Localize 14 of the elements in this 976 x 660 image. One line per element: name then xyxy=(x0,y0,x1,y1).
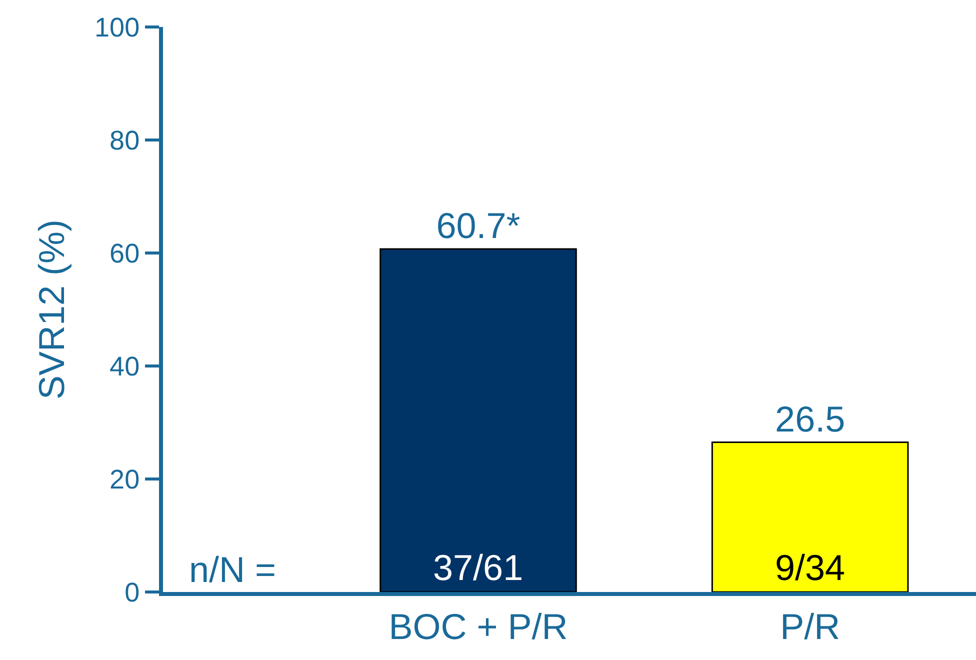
y-tick-label: 40 xyxy=(110,351,140,382)
x-tick-label: P/R xyxy=(780,606,840,648)
annotation: 9/34 xyxy=(775,547,846,588)
y-axis-title: SVR12 (%) xyxy=(30,219,72,400)
y-tick-label: 60 xyxy=(110,238,140,268)
y-tick-label: 20 xyxy=(110,464,140,494)
y-tick-label: 100 xyxy=(94,12,140,42)
annotation: 37/61 xyxy=(433,547,524,588)
y-tick-label: 0 xyxy=(124,577,140,608)
data-label: 26.5 xyxy=(775,398,846,440)
annotation: n/N = xyxy=(189,549,276,590)
data-label: 60.7* xyxy=(436,205,520,246)
x-tick-label: BOC + P/R xyxy=(388,606,568,648)
y-tick-label: 80 xyxy=(110,125,140,156)
